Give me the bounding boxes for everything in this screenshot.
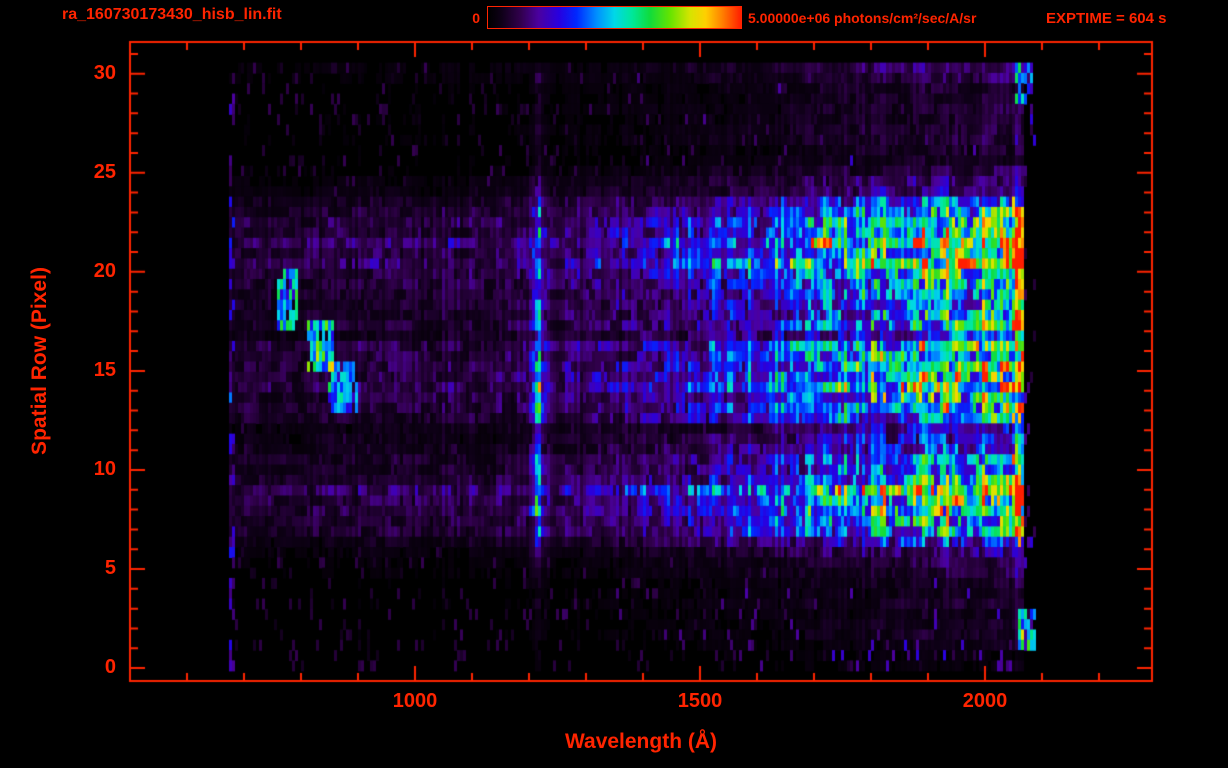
y-tick-label: 15 [93,358,116,381]
y-tick-label: 5 [104,557,116,580]
y-tick-label: 30 [93,61,116,84]
y-tick-label: 10 [93,457,116,480]
x-tick-label: 1500 [677,690,723,712]
y-tick-label: 20 [93,259,116,282]
x-axis-title: Wavelength (Å) [564,730,718,753]
y-tick-label: 0 [104,656,116,679]
x-tick-label: 1000 [392,690,438,712]
x-tick-label: 2000 [962,690,1008,712]
y-axis-title: Spatial Row (Pixel) [28,267,51,455]
y-tick-label: 25 [93,160,116,183]
